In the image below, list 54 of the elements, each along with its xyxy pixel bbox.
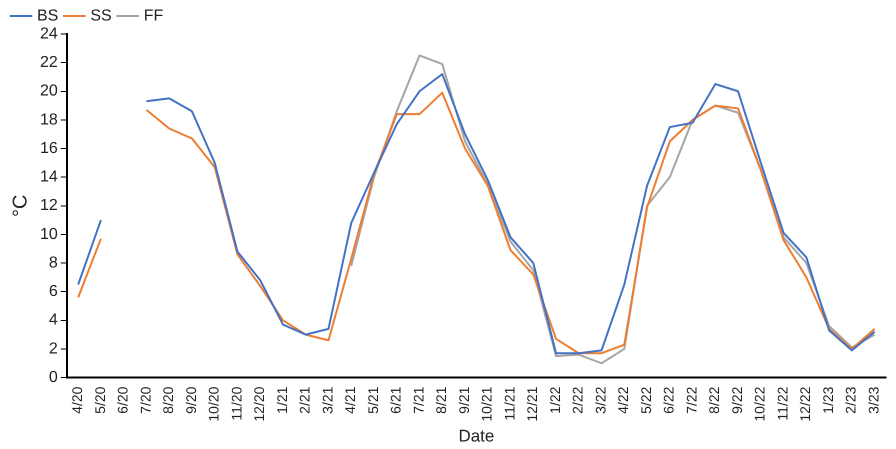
x-tick-label: 9/20: [182, 386, 199, 414]
x-axis-title: Date: [458, 426, 494, 446]
x-tick-label: 5/20: [92, 386, 108, 414]
x-tick-label: 8/22: [706, 386, 722, 414]
x-tick-label: 10/22: [752, 386, 768, 422]
x-tick-label: 6/21: [388, 386, 404, 414]
x-tick-label: 7/22: [683, 386, 700, 414]
x-tick-label: 12/21: [524, 386, 540, 422]
x-tick-label: 2/23: [842, 386, 859, 414]
x-tick-label: 3/22: [592, 386, 608, 414]
legend-label: FF: [144, 7, 164, 24]
x-tick-label: 12/20: [251, 386, 268, 422]
x-tick-label: 5/22: [638, 386, 654, 414]
legend-label: BS: [37, 7, 58, 24]
x-tick-label: 7/21: [410, 386, 426, 414]
x-tick-label: 4/20: [69, 386, 86, 414]
y-tick-label: 10: [40, 226, 58, 243]
x-tick-label: 10/20: [206, 386, 222, 422]
y-tick-label: 2: [48, 340, 58, 358]
x-tick-label: 1/23: [820, 386, 836, 414]
x-tick-label: 4/21: [342, 386, 358, 414]
x-tick-label: 2/21: [296, 386, 313, 414]
x-tick-label: 7/20: [137, 386, 154, 414]
x-tick-label: 1/22: [546, 386, 563, 414]
x-tick-label: 11/21: [501, 386, 518, 421]
x-tick-label: 5/21: [364, 386, 381, 414]
x-tick-label: 11/22: [774, 386, 790, 421]
x-tick-label: 9/22: [728, 386, 745, 414]
y-tick-label: 12: [40, 197, 58, 214]
y-tick-label: 8: [48, 254, 58, 272]
y-tick-label: 16: [40, 140, 58, 157]
y-tick-label: 6: [48, 283, 58, 300]
x-tick-label: 9/21: [456, 386, 472, 414]
y-tick-label: 24: [40, 25, 58, 42]
x-tick-label: 8/20: [160, 386, 176, 414]
x-tick-label: 2/22: [570, 386, 586, 414]
x-tick-label: 3/23: [865, 386, 882, 414]
x-tick-label: 6/20: [114, 386, 131, 414]
x-tick-label: 12/22: [797, 386, 814, 422]
legend-label: SS: [90, 7, 112, 24]
x-tick-label: 4/22: [615, 386, 632, 414]
y-tick-label: 4: [48, 312, 58, 329]
y-tick-label: 0: [48, 368, 58, 386]
y-axis-title: °C: [10, 194, 32, 218]
x-tick-label: 8/21: [433, 386, 450, 414]
x-tick-label: 10/21: [478, 386, 495, 422]
x-tick-label: 1/21: [274, 386, 290, 414]
y-tick-label: 14: [40, 168, 58, 186]
x-tick-label: 6/22: [660, 386, 677, 414]
y-tick-label: 22: [40, 54, 58, 72]
y-tick-label: 18: [40, 111, 58, 128]
y-tick-label: 20: [40, 82, 58, 100]
x-tick-label: 3/21: [319, 386, 336, 414]
x-tick-label: 11/20: [228, 386, 244, 421]
